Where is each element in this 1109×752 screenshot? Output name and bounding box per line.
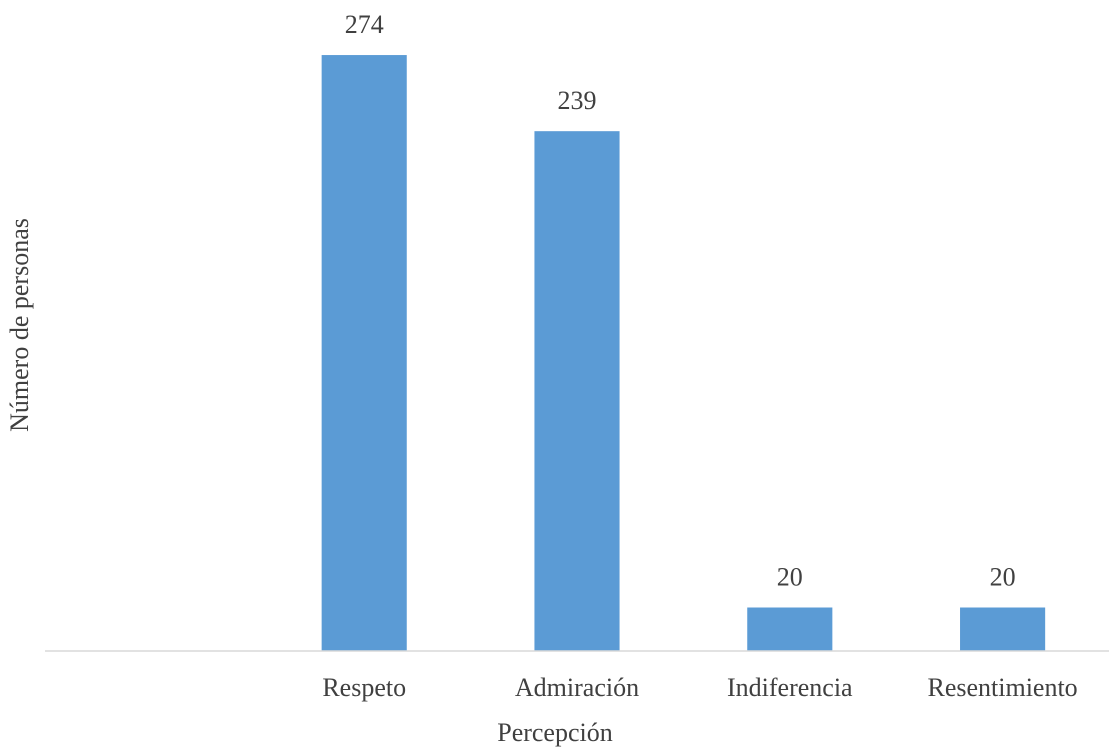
data-label: 20 xyxy=(990,562,1016,591)
data-label: 239 xyxy=(558,86,597,115)
x-tick-label: Admiración xyxy=(515,673,639,702)
x-tick-label: Indiferencia xyxy=(727,673,853,702)
data-label: 274 xyxy=(345,10,384,39)
bar xyxy=(534,131,620,652)
x-axis-title: Percepción xyxy=(497,718,613,747)
bar xyxy=(747,607,833,651)
x-tick-label: Respeto xyxy=(322,673,406,702)
x-tick-label: Resentimiento xyxy=(927,673,1077,702)
data-label: 20 xyxy=(777,562,803,591)
bar xyxy=(321,55,407,652)
bar xyxy=(960,607,1046,651)
y-axis-title: Número de personas xyxy=(5,218,34,432)
